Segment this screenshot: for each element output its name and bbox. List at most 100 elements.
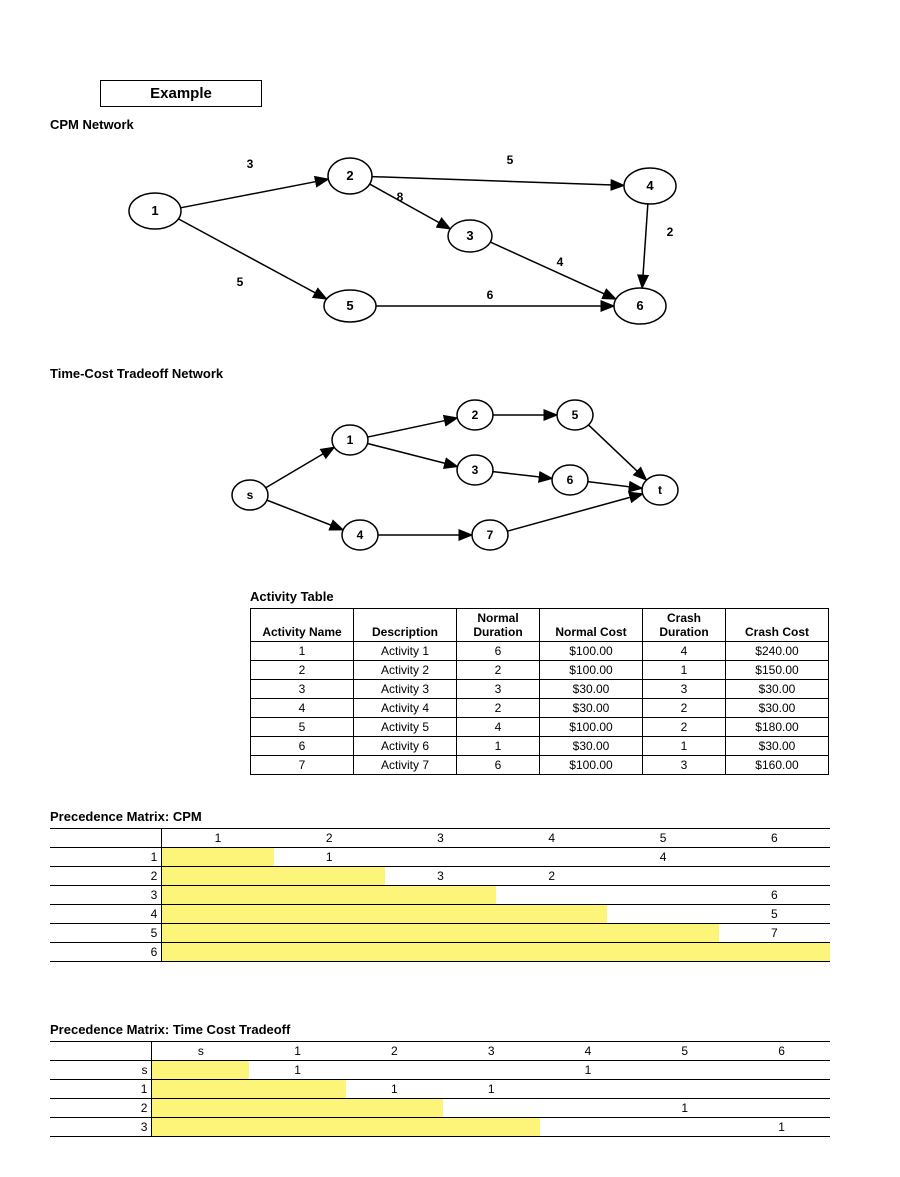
matrix-cell [443, 1118, 540, 1137]
matrix-cell: 2 [496, 867, 607, 886]
activity-cell: $180.00 [726, 718, 829, 737]
activity-row: 5Activity 54$100.002$180.00 [251, 718, 829, 737]
activity-col-header: Description [354, 609, 457, 642]
matrix-row-header: 1 [50, 1080, 152, 1099]
activity-table: Activity NameDescriptionNormalDurationNo… [250, 608, 829, 775]
matrix-cell [496, 924, 607, 943]
matrix-cell [346, 1118, 443, 1137]
activity-cell: $240.00 [726, 642, 829, 661]
edge [181, 179, 329, 208]
activity-cell: Activity 1 [354, 642, 457, 661]
matrix-cell [162, 848, 274, 867]
matrix-cell [385, 943, 496, 962]
matrix-row-header: s [50, 1061, 152, 1080]
matrix-row-header: 1 [50, 848, 162, 867]
matrix-col-header: 1 [162, 829, 274, 848]
activity-cell: $100.00 [540, 718, 643, 737]
matrix-row-header: 2 [50, 1099, 152, 1118]
edge-label: 3 [247, 157, 254, 171]
matrix-row: 6 [50, 943, 830, 962]
edge [372, 177, 624, 186]
matrix-cell [443, 1099, 540, 1118]
matrix-cell [152, 1099, 249, 1118]
matrix-cell [274, 924, 385, 943]
matrix-row: 45 [50, 905, 830, 924]
node-label: 5 [346, 298, 353, 313]
edge [493, 472, 552, 479]
edge-label: 8 [397, 190, 404, 204]
activity-cell: $160.00 [726, 756, 829, 775]
matrix-cell [152, 1080, 249, 1099]
edge [642, 204, 648, 288]
node-label: 6 [567, 473, 574, 487]
matrix-cell [540, 1080, 637, 1099]
matrix-col-header: 2 [274, 829, 385, 848]
activity-cell: 2 [251, 661, 354, 680]
matrix-row-header: 3 [50, 886, 162, 905]
matrix-cell [733, 1099, 830, 1118]
activity-cell: Activity 3 [354, 680, 457, 699]
activity-cell: $30.00 [726, 699, 829, 718]
matrix-cell [496, 848, 607, 867]
matrix-cell [719, 867, 830, 886]
edge [266, 447, 334, 488]
matrix-cell [496, 905, 607, 924]
edge-label: 5 [507, 153, 514, 167]
activity-cell: 1 [251, 642, 354, 661]
matrix-cell [162, 943, 274, 962]
matrix-cell: 4 [607, 848, 718, 867]
node-label: 5 [572, 408, 579, 422]
edge-label: 6 [487, 288, 494, 302]
matrix-col-header: 5 [636, 1042, 733, 1061]
activity-cell: 1 [457, 737, 540, 756]
activity-cell: $30.00 [726, 680, 829, 699]
node-label: s [247, 488, 254, 502]
matrix-cell [162, 905, 274, 924]
activity-cell: Activity 7 [354, 756, 457, 775]
activity-row: 7Activity 76$100.003$160.00 [251, 756, 829, 775]
matrix-cell: 1 [636, 1099, 733, 1118]
title-box: Example [100, 80, 262, 107]
activity-col-header: Normal Cost [540, 609, 643, 642]
matrix-col-header: 6 [733, 1042, 830, 1061]
edge-label: 5 [237, 275, 244, 289]
node-label: 4 [646, 178, 654, 193]
activity-cell: 1 [643, 737, 726, 756]
matrix-cell [385, 905, 496, 924]
edge [588, 482, 642, 489]
matrix-cell [346, 1099, 443, 1118]
node-label: 2 [346, 168, 353, 183]
matrix-cell: 1 [249, 1061, 346, 1080]
matrix-cell: 3 [385, 867, 496, 886]
matrix-cell [274, 867, 385, 886]
matrix-cell [385, 886, 496, 905]
node-label: 1 [151, 203, 158, 218]
activity-cell: $100.00 [540, 661, 643, 680]
activity-cell: $150.00 [726, 661, 829, 680]
node-label: 4 [357, 528, 364, 542]
activity-cell: 6 [251, 737, 354, 756]
matrix-row-header: 2 [50, 867, 162, 886]
matrix-col-header: s [152, 1042, 249, 1061]
activity-col-header: NormalDuration [457, 609, 540, 642]
matrix-cell [249, 1080, 346, 1099]
matrix-col-header: 4 [496, 829, 607, 848]
matrix-cell: 1 [274, 848, 385, 867]
matrix-cell: 1 [443, 1080, 540, 1099]
matrix-cell [274, 943, 385, 962]
activity-cell: $30.00 [540, 699, 643, 718]
edge-label: 4 [557, 255, 564, 269]
edge [588, 425, 646, 480]
matrix-cell [162, 924, 274, 943]
activity-cell: Activity 2 [354, 661, 457, 680]
activity-cell: 4 [643, 642, 726, 661]
matrix-row: 31 [50, 1118, 830, 1137]
node-label: 2 [472, 408, 479, 422]
node-label: 6 [636, 298, 643, 313]
node-label: 7 [487, 528, 494, 542]
activity-cell: 6 [457, 642, 540, 661]
matrix-row: 1 1 4 [50, 848, 830, 867]
matrix-cell [636, 1118, 733, 1137]
activity-cell: $100.00 [540, 756, 643, 775]
activity-table-label: Activity Table [250, 589, 850, 604]
